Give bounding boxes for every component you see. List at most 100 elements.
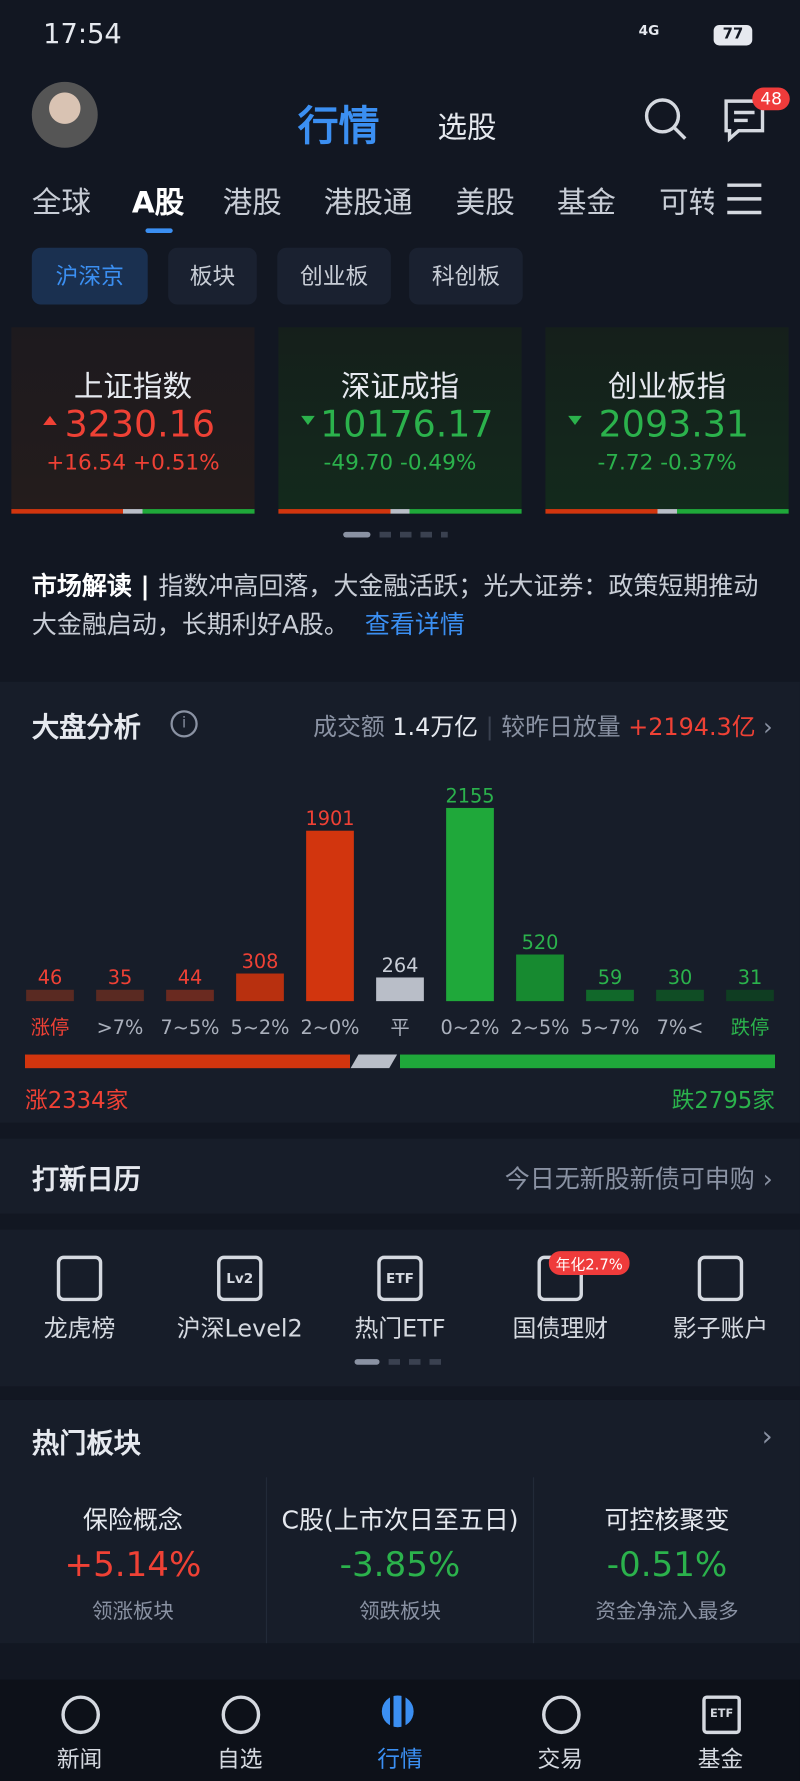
sub-tab[interactable]: 板块 (168, 247, 257, 305)
bar-category: 7%< (657, 1016, 704, 1039)
index-change-row: +16.54 +0.51% (11, 450, 254, 475)
link[interactable]: 查看详情 (364, 611, 465, 640)
nav-icon (221, 1695, 261, 1735)
turnover: 1.4万亿 (392, 713, 479, 741)
bar-value: 2155 (445, 784, 494, 807)
index-name: 上证指数 (73, 370, 193, 405)
bar-category: 2~0% (300, 1016, 359, 1039)
index-name: 深证成指 (340, 370, 460, 405)
section-title: 打新日历 (31, 1163, 141, 1196)
tool-icon: Lv2 (217, 1255, 263, 1302)
tool-label: 热门ETF (354, 1314, 446, 1343)
market-tab[interactable]: 基金 (556, 186, 616, 221)
market-tab[interactable]: A股 (131, 186, 185, 221)
nav-label: 交易 (537, 1745, 583, 1773)
down-count: 跌2795家 (671, 1086, 775, 1114)
search-icon[interactable] (642, 95, 687, 140)
tab-indicator (145, 228, 173, 233)
battery: 77 (713, 24, 753, 46)
sector-name: C股(上市次日至五日) (281, 1506, 519, 1536)
nav-label: 新闻 (56, 1745, 103, 1773)
bar-value: 520 (522, 931, 559, 954)
index-name: 创业板指 (607, 370, 727, 405)
bar-value: 30 (668, 966, 693, 989)
page-dots (379, 531, 448, 538)
hot-sector[interactable]: C股(上市次日至五日) -3.85% 领跌板块 (267, 1477, 535, 1644)
index-change: +16.54 (46, 449, 127, 475)
bar-value: 31 (738, 966, 763, 989)
bar-category: 2~5% (510, 1016, 569, 1039)
arrow (301, 415, 315, 425)
bar (446, 807, 494, 1002)
index-value: 2093.31 (598, 402, 750, 446)
bar-category: >7% (97, 1016, 144, 1039)
sector-value: -3.85% (339, 1545, 461, 1586)
index-change-row: -7.72 -0.37% (545, 450, 788, 475)
market-tab[interactable]: 可转 (659, 186, 714, 221)
analysis-section (0, 681, 800, 1123)
nav-icon (61, 1695, 100, 1735)
sector-desc: 领涨板块 (92, 1599, 174, 1624)
market-tab[interactable]: 港股 (222, 186, 282, 221)
text: 今日无新股新债可申购 (504, 1165, 755, 1195)
interpretation: 市场解读 | 指数冲高回落，大金融活跃；光大证券：政策短期推动大金融启动，长期利… (31, 572, 759, 640)
bar-category: 0~2% (440, 1016, 499, 1039)
tool-icon (56, 1255, 103, 1302)
nav-label: 行情 (377, 1745, 423, 1773)
market-tab[interactable]: 美股 (455, 186, 515, 221)
sector-desc: 资金净流入最多 (595, 1599, 739, 1624)
bar (236, 973, 284, 1002)
turnover-row[interactable]: 成交额 1.4万亿 | 较昨日放量 +2194.3亿 › (313, 713, 773, 741)
bar (166, 989, 214, 1002)
sub-tab[interactable]: 创业板 (277, 247, 391, 305)
bar-category: 5~2% (230, 1016, 289, 1039)
compare: +2194.3亿 (628, 713, 756, 741)
tool-label: 国债理财 (512, 1314, 608, 1343)
label: 较昨日放量 (501, 713, 621, 741)
bar (26, 989, 74, 1002)
bar-value: 264 (382, 954, 419, 977)
bottom-line (545, 509, 789, 514)
index-card[interactable]: 深证成指 10176.17 -49.70 -0.49% (278, 327, 522, 514)
sector-value: -0.51% (606, 1545, 728, 1586)
sector-name: 可控核聚变 (604, 1506, 730, 1536)
tab-active[interactable]: 行情 (297, 103, 380, 150)
page-dot (354, 1359, 380, 1365)
tab[interactable]: 选股 (437, 111, 497, 146)
chevron[interactable]: › (761, 1420, 773, 1453)
hot-sector[interactable]: 可控核聚变 -0.51% 资金净流入最多 (534, 1477, 800, 1643)
page-dots (388, 1359, 446, 1365)
nav-icon: ETF (702, 1695, 741, 1735)
hot-sector[interactable]: 保险概念 +5.14% 领涨板块 (0, 1477, 268, 1644)
info-icon[interactable]: i (170, 710, 198, 738)
index-pct: -0.37% (660, 449, 737, 475)
flat-bar (350, 1054, 398, 1069)
menu-icon[interactable] (725, 182, 764, 216)
time: 17:54 (43, 18, 122, 50)
section-title: 大盘分析 (31, 711, 141, 744)
bar (376, 977, 424, 1002)
bar-value: 308 (242, 950, 279, 973)
market-tab[interactable]: 全球 (31, 186, 91, 221)
bar (516, 954, 564, 1002)
sub-tab[interactable]: 科创板 (409, 247, 523, 305)
sub-tab[interactable]: 沪深京 (31, 247, 148, 305)
index-card[interactable]: 创业板指 2093.31 -7.72 -0.37% (545, 327, 789, 514)
market-tab[interactable]: 港股通 (323, 186, 413, 221)
network: 4G (638, 22, 660, 39)
bar (726, 989, 774, 1002)
bottom-line (278, 509, 522, 514)
page-dot (343, 531, 371, 538)
tool-icon: ETF (377, 1255, 423, 1302)
arrow (43, 415, 57, 425)
bar-value: 59 (598, 966, 623, 989)
new-stock-section[interactable] (0, 1138, 800, 1214)
avatar[interactable] (31, 81, 98, 148)
text: 指数冲高回落，大金融活跃；光大证券：政策短期推动大金融启动，长期利好A股。 (31, 572, 759, 640)
distribution-chart: 46 涨停 35 >7% 44 7~5% 308 5~2% 1901 2~0% 264 平 2155 0~… (26, 784, 774, 1039)
up-count: 涨2334家 (24, 1086, 129, 1114)
index-card[interactable]: 上证指数 3230.16 +16.54 +0.51% (11, 327, 255, 514)
hot-section (0, 1399, 800, 1644)
